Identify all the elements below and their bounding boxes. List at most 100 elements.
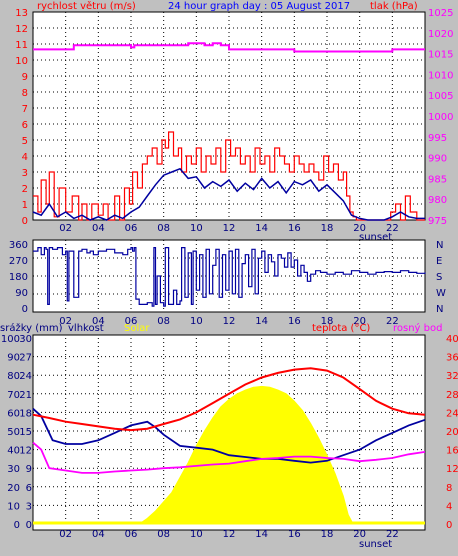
rain-tick: 30 (19, 334, 32, 345)
wind-speed-tick: 1 (22, 200, 28, 211)
percent-tick: 100 (1, 334, 20, 345)
x-tick-label: 16 (288, 529, 301, 540)
temperature-tick: 16 (446, 446, 458, 457)
x-tick-label: 08 (157, 529, 170, 540)
pressure-tick: 975 (428, 216, 447, 227)
compass-tick: E (436, 256, 442, 267)
x-tick-label: 20 (353, 529, 366, 540)
pressure-tick: 1010 (428, 70, 453, 81)
direction-tick: 180 (9, 272, 28, 283)
sunset-marker-bottom: sunset (359, 539, 392, 550)
wind-speed-tick: 5 (22, 136, 28, 147)
x-tick-label: 20 (353, 316, 366, 327)
humidity-label: vlhkost (68, 323, 104, 334)
x-tick-label: 10 (190, 316, 203, 327)
direction-series (33, 247, 426, 307)
temperature-series (32, 367, 426, 525)
wind-gust-line (33, 131, 425, 221)
dewpoint-line (32, 441, 426, 474)
percent-tick: 70 (7, 390, 20, 401)
temperature-tick: 4 (446, 501, 452, 512)
temperature-x-ticks: 02 04 06 08 10 12 14 16 18 20 22 (59, 529, 398, 540)
pressure-tick: 980 (428, 195, 447, 206)
direction-tick: 0 (22, 304, 28, 315)
temperature-tick: 28 (446, 390, 458, 401)
temperature-ticks: 0 4 8 12 16 20 24 28 32 36 40 (446, 334, 458, 531)
dewpoint-label: rosný bod (393, 322, 442, 334)
rain-tick: 3 (26, 501, 32, 512)
x-tick-label: 16 (288, 223, 301, 234)
x-tick-label: 04 (92, 316, 105, 327)
temperature-tick: 24 (446, 408, 458, 419)
x-tick-label: 06 (125, 316, 138, 327)
rain-label: srážky (mm) (0, 322, 63, 334)
pressure-label: tlak (hPa) (370, 1, 418, 12)
percent-tick: 50 (7, 427, 20, 438)
wind-x-ticks: 02 04 06 08 10 12 14 16 18 20 22 (59, 223, 398, 234)
rain-tick: 27 (19, 353, 32, 364)
x-tick-label: 02 (59, 223, 72, 234)
temperature-tick: 12 (446, 464, 458, 475)
rain-tick: 21 (19, 390, 32, 401)
x-tick-label: 04 (92, 529, 105, 540)
chart-title: 24 hour graph day : 05 August 2017 (168, 1, 350, 12)
compass-tick: N (436, 240, 443, 251)
x-tick-label: 18 (321, 316, 334, 327)
temperature-tick: 20 (446, 427, 458, 438)
wind-speed-tick: 6 (22, 120, 28, 131)
wind-grid (33, 12, 425, 220)
x-tick-label: 12 (223, 316, 236, 327)
temperature-tick: 36 (446, 353, 458, 364)
wind-speed-tick: 12 (15, 24, 28, 35)
wind-average-line (32, 167, 425, 221)
x-tick-label: 12 (223, 223, 236, 234)
percent-ticks: 0 10 20 30 40 50 60 70 80 90 100 (1, 334, 20, 531)
pressure-tick: 985 (428, 174, 447, 185)
rain-tick: 6 (26, 483, 32, 494)
x-tick-label: 08 (157, 223, 170, 234)
wind-speed-tick: 2 (22, 184, 28, 195)
temperature-tick: 40 (446, 334, 458, 345)
x-tick-label: 12 (223, 529, 236, 540)
x-tick-label: 02 (59, 529, 72, 540)
x-tick-label: 18 (321, 529, 334, 540)
pressure-tick: 1015 (428, 50, 453, 61)
wind-speed-tick: 9 (22, 72, 28, 83)
x-tick-label: 14 (255, 223, 268, 234)
direction-tick: 90 (15, 288, 28, 299)
direction-tick: 270 (9, 256, 28, 267)
x-tick-label: 22 (386, 316, 399, 327)
x-tick-label: 10 (190, 529, 203, 540)
temperature-tick: 0 (446, 520, 452, 531)
humidity-line (32, 408, 426, 464)
percent-tick: 80 (7, 371, 20, 382)
percent-tick: 60 (7, 408, 20, 419)
wind-speed-tick: 10 (15, 56, 28, 67)
x-tick-label: 22 (386, 223, 399, 234)
percent-tick: 0 (14, 520, 20, 531)
compass-tick: N (436, 304, 443, 315)
x-tick-label: 02 (59, 316, 72, 327)
rain-tick: 9 (26, 464, 32, 475)
percent-tick: 90 (7, 353, 20, 364)
wind-speed-tick: 4 (22, 152, 28, 163)
x-tick-label: 06 (125, 223, 138, 234)
sunset-marker-top: sunset (359, 232, 392, 243)
rain-tick: 18 (19, 408, 32, 419)
wind-speed-tick: 7 (22, 104, 28, 115)
percent-tick: 30 (7, 464, 20, 475)
x-tick-label: 04 (92, 223, 105, 234)
pressure-tick: 1020 (428, 29, 453, 40)
wind-speed-tick: 11 (15, 40, 28, 51)
x-tick-label: 06 (125, 529, 138, 540)
wind-speed-tick: 13 (15, 8, 28, 19)
pressure-ticks: 975 980 985 990 995 1000 1005 1010 1015 1020 1025 (428, 8, 453, 227)
temperature-tick: 8 (446, 483, 452, 494)
pressure-tick: 1000 (428, 112, 453, 123)
wind-direction-line (33, 247, 426, 307)
x-tick-label: 20 (353, 223, 366, 234)
x-tick-label: 08 (157, 316, 170, 327)
temperature-tick: 32 (446, 371, 458, 382)
